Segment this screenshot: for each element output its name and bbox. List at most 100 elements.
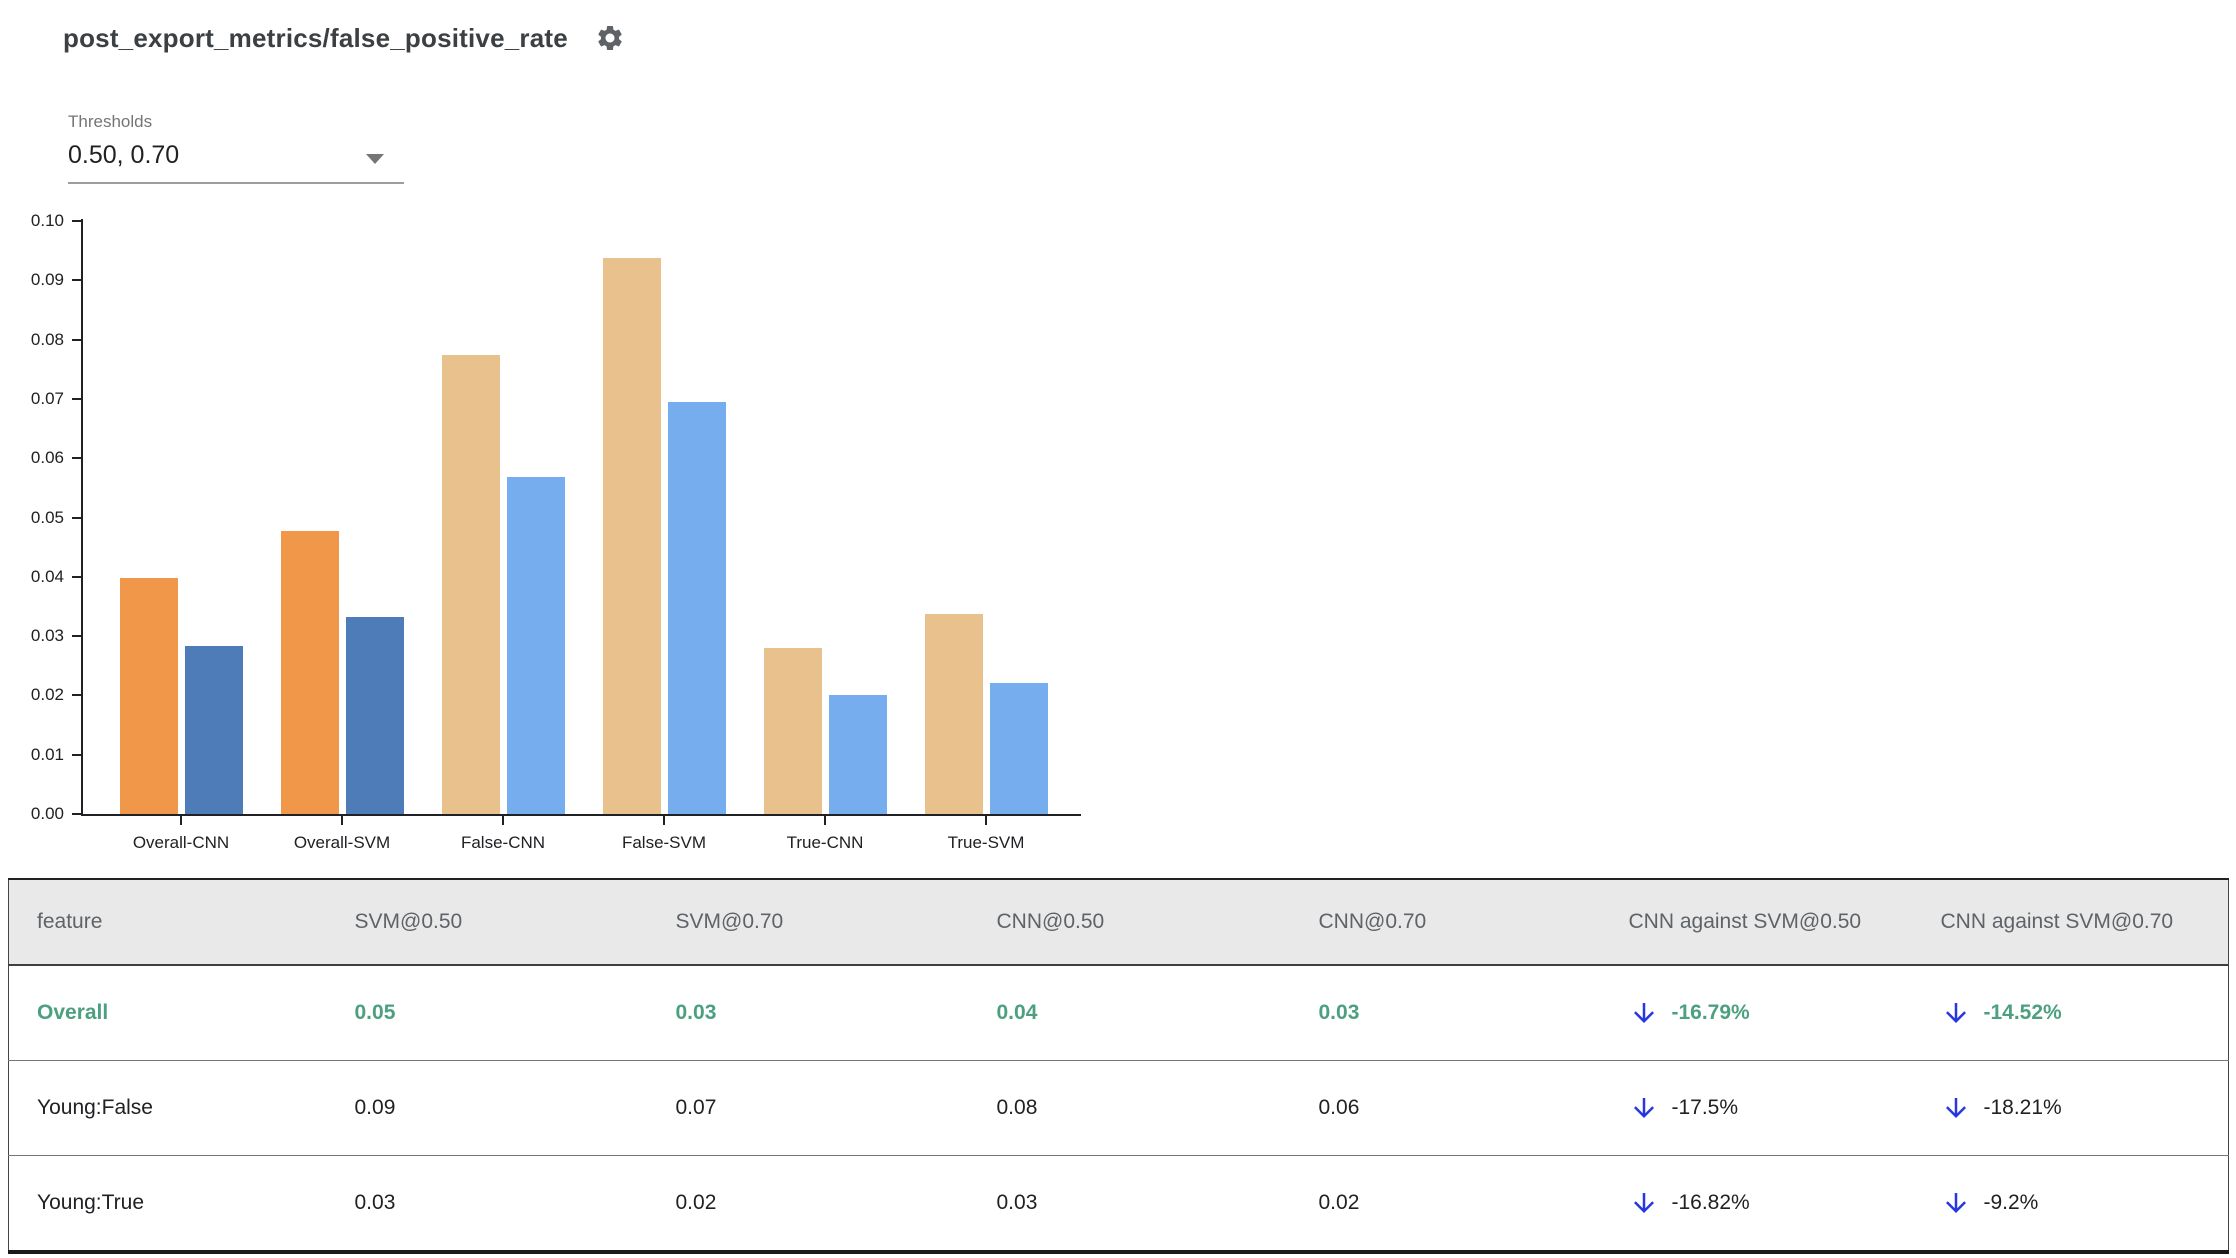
x-axis-tick <box>824 816 826 825</box>
metric-value-cell: 0.03 <box>354 1155 676 1254</box>
x-axis-tick <box>663 816 665 825</box>
y-axis-tick-label: 0.03 <box>30 626 64 646</box>
column-header: SVM@0.50 <box>354 879 676 966</box>
arrow-down-icon <box>1633 1098 1654 1118</box>
delta: -9.2% <box>1941 1188 2229 1218</box>
column-header: feature <box>8 879 355 966</box>
x-axis-category-label: False-CNN <box>460 833 546 852</box>
y-axis-tick <box>72 635 81 638</box>
settings-button[interactable] <box>594 22 626 54</box>
y-axis-tick-label: 0.07 <box>30 388 64 408</box>
y-axis-tick <box>72 457 81 460</box>
chevron-down-icon[interactable] <box>366 154 384 164</box>
arrow-down-icon <box>1945 1193 1966 1213</box>
delta: -17.5% <box>1629 1093 1941 1123</box>
x-axis-tick <box>341 816 343 825</box>
bar-Overall-SVM-threshold-0.50[interactable] <box>281 531 339 814</box>
delta-percent: -17.5% <box>1671 1096 1739 1119</box>
delta-percent: -16.82% <box>1671 1191 1750 1214</box>
bar-Overall-SVM-threshold-0.70[interactable] <box>346 617 404 814</box>
comparison-cell: -16.82% <box>1628 1155 1941 1254</box>
y-axis-tick-label: 0.01 <box>30 744 64 764</box>
y-axis-tick-label: 0.02 <box>30 685 64 705</box>
metric-value-cell: 0.05 <box>354 965 676 1061</box>
comparison-cell: -14.52% <box>1940 965 2229 1061</box>
delta: -16.79% <box>1629 998 1941 1028</box>
gear-icon <box>598 26 622 50</box>
column-header: CNN against SVM@0.70 <box>1940 879 2229 966</box>
x-axis-tick <box>985 816 987 825</box>
feature-cell: Young:False <box>8 1060 355 1156</box>
y-axis-tick-label: 0.04 <box>30 566 64 586</box>
x-axis-category-label: True-CNN <box>786 833 864 852</box>
y-axis-tick <box>72 813 81 815</box>
column-header: CNN against SVM@0.50 <box>1628 879 1941 966</box>
delta-percent: -9.2% <box>1983 1191 2039 1214</box>
column-header: CNN@0.70 <box>1318 879 1629 966</box>
bar-False-CNN-threshold-0.70[interactable] <box>507 477 565 814</box>
metric-value-cell: 0.03 <box>1318 965 1629 1061</box>
false-positive-rate-bar-chart: 0.00 0.01 0.02 0.03 0.04 0.05 0.06 0.07 0.08 0.09… <box>0 211 1120 881</box>
page-title: post_export_metrics/false_positive_rate <box>63 22 568 53</box>
metric-value-cell: 0.03 <box>996 1155 1319 1254</box>
bar-True-SVM-threshold-0.50[interactable] <box>925 614 983 814</box>
x-axis-line <box>81 814 1081 816</box>
comparison-cell: -17.5% <box>1628 1060 1941 1156</box>
metric-value-cell: 0.02 <box>675 1155 997 1254</box>
table-row: Young:False 0.09 0.07 0.08 0.06 -17.5% -18.21% <box>8 1060 2229 1156</box>
table-row: Young:True 0.03 0.02 0.03 0.02 -16.82% -9.2% <box>8 1155 2229 1254</box>
bar-False-CNN-threshold-0.50[interactable] <box>442 355 500 814</box>
comparison-cell: -18.21% <box>1940 1060 2229 1156</box>
arrow-down-icon <box>1633 1003 1654 1023</box>
y-axis-line <box>81 219 83 816</box>
x-axis-category-label: True-SVM <box>947 833 1025 852</box>
y-axis-tick <box>72 397 81 400</box>
x-axis-tick <box>502 816 504 825</box>
bar-Overall-CNN-threshold-0.70[interactable] <box>185 646 243 814</box>
bar-True-CNN-threshold-0.50[interactable] <box>764 648 822 814</box>
feature-cell: Overall <box>8 965 355 1061</box>
y-axis-tick <box>72 516 81 519</box>
delta: -14.52% <box>1941 998 2229 1028</box>
y-axis-tick <box>72 338 81 341</box>
metric-value-cell: 0.03 <box>675 965 997 1061</box>
table-header: feature SVM@0.50 SVM@0.70 CNN@0.50 CNN@0.70 C… <box>8 879 2229 966</box>
delta-percent: -18.21% <box>1983 1096 2062 1119</box>
y-axis-tick <box>72 753 81 756</box>
y-axis-tick-label: 0.05 <box>30 507 64 527</box>
thresholds-select[interactable]: Thresholds 0.50, 0.70 <box>68 112 404 184</box>
delta-percent: -16.79% <box>1671 1001 1750 1024</box>
header: post_export_metrics/false_positive_rate <box>63 22 626 54</box>
feature-cell: Young:True <box>8 1155 355 1254</box>
arrow-down-icon <box>1633 1193 1654 1213</box>
x-axis-category-label: False-SVM <box>621 833 707 852</box>
comparison-cell: -16.79% <box>1628 965 1941 1061</box>
metrics-table: feature SVM@0.50 SVM@0.70 CNN@0.50 CNN@0.70 C… <box>8 878 2229 1254</box>
delta: -18.21% <box>1941 1093 2229 1123</box>
metric-value-cell: 0.09 <box>354 1060 676 1156</box>
delta: -16.82% <box>1629 1188 1941 1218</box>
arrow-down-icon <box>1945 1003 1966 1023</box>
y-axis-tick <box>72 220 81 222</box>
x-axis-tick <box>180 816 182 825</box>
y-axis-tick-label: 0.09 <box>30 270 64 290</box>
y-axis-tick-label: 0.10 <box>30 211 64 230</box>
column-header: CNN@0.50 <box>996 879 1319 966</box>
x-axis-category-label: Overall-SVM <box>293 833 391 852</box>
bar-False-SVM-threshold-0.70[interactable] <box>668 402 726 814</box>
metric-value-cell: 0.04 <box>996 965 1319 1061</box>
y-axis-tick <box>72 575 81 578</box>
metric-value-cell: 0.06 <box>1318 1060 1629 1156</box>
metric-value-cell: 0.08 <box>996 1060 1319 1156</box>
y-axis-tick-label: 0.06 <box>30 448 64 468</box>
bar-True-CNN-threshold-0.70[interactable] <box>829 695 887 814</box>
x-axis-category-label: Overall-CNN <box>132 833 230 852</box>
y-axis-tick-label: 0.08 <box>30 329 64 349</box>
y-axis-tick <box>72 694 81 697</box>
metric-value-cell: 0.02 <box>1318 1155 1629 1254</box>
bar-Overall-CNN-threshold-0.50[interactable] <box>120 578 178 814</box>
bar-True-SVM-threshold-0.70[interactable] <box>990 683 1048 814</box>
bar-False-SVM-threshold-0.50[interactable] <box>603 258 661 814</box>
thresholds-value[interactable]: 0.50, 0.70 <box>68 141 180 169</box>
